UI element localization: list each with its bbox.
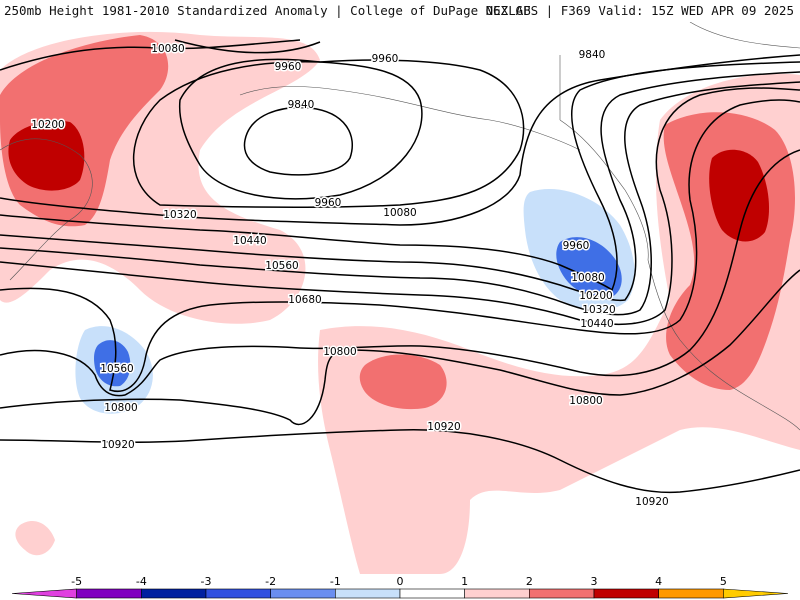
contour-label: 10800 <box>323 346 356 358</box>
contour-label: 10080 <box>383 207 416 219</box>
contour-label: 10200 <box>579 290 612 302</box>
colorbar-swatch <box>270 588 336 599</box>
contour-label: 10920 <box>427 421 460 433</box>
contour-label: 10680 <box>288 294 321 306</box>
contour-label: 10200 <box>31 119 64 131</box>
contour-label: 10920 <box>635 496 668 508</box>
positive-anomaly-area <box>8 120 85 191</box>
contour-label: 9960 <box>315 197 342 209</box>
contour-label: 9960 <box>275 61 302 73</box>
colorbar-tick-label: 4 <box>655 575 662 588</box>
contour-label: 10440 <box>580 318 613 330</box>
contour-label: 10800 <box>104 402 137 414</box>
height-contours <box>0 39 800 494</box>
colorbar-tick-label: 2 <box>526 575 533 588</box>
positive-anomaly-area <box>359 354 447 410</box>
colorbar-swatches <box>11 588 789 599</box>
contour-label: 10560 <box>265 260 298 272</box>
colorbar-swatch <box>723 588 789 599</box>
colorbar-tick-label: 0 <box>397 575 404 588</box>
colorbar-swatch <box>76 588 142 599</box>
contour-label: 10800 <box>569 395 602 407</box>
colorbar-swatch <box>529 588 595 599</box>
colorbar-swatch <box>141 588 207 599</box>
contour-label: 10440 <box>233 235 266 247</box>
negative-anomaly-area <box>94 340 131 387</box>
colorbar-tick-label: -2 <box>265 575 276 588</box>
map-header: 250mb Height 1981-2010 Standardized Anom… <box>0 0 800 22</box>
colorbar-tick-label: 1 <box>461 575 468 588</box>
colorbar-swatch <box>464 588 530 599</box>
colorbar-swatch <box>11 588 77 599</box>
anomaly-colorbar: -5 -4 -3 -2 -1 0 1 2 3 4 5 <box>11 575 789 599</box>
colorbar-swatch <box>335 588 401 599</box>
colorbar-swatch <box>205 588 271 599</box>
anomaly-map: 10080 10200 10320 10440 10560 10680 1056… <box>0 22 800 574</box>
colorbar-tick-label: 5 <box>720 575 727 588</box>
colorbar-tick-label: -4 <box>136 575 147 588</box>
colorbar-tick-label: -5 <box>71 575 82 588</box>
colorbar-swatch <box>658 588 724 599</box>
contour-label: 10560 <box>100 363 133 375</box>
contour-label: 10320 <box>582 304 615 316</box>
contour-label: 10920 <box>101 439 134 451</box>
colorbar-tick-labels: -5 -4 -3 -2 -1 0 1 2 3 4 5 <box>71 575 727 588</box>
contour-label: 10080 <box>571 272 604 284</box>
contour-label: 10320 <box>163 209 196 221</box>
contour-labels: 10080 10200 10320 10440 10560 10680 1056… <box>30 42 670 510</box>
colorbar-swatch <box>399 588 465 599</box>
contour-label: 9840 <box>288 99 315 111</box>
colorbar-swatch <box>593 588 659 599</box>
negative-anomaly-area <box>556 237 622 298</box>
model-run-info: 06Z GFS | F369 Valid: 15Z WED APR 09 202… <box>485 3 794 18</box>
colorbar-tick-label: -1 <box>330 575 341 588</box>
positive-anomaly-area <box>15 520 56 556</box>
positive-anomaly-area <box>318 73 800 574</box>
positive-anomaly-area <box>709 149 770 242</box>
map-title: 250mb Height 1981-2010 Standardized Anom… <box>4 3 531 18</box>
contour-label: 9960 <box>563 240 590 252</box>
contour-label: 10080 <box>151 43 184 55</box>
colorbar-tick-label: -3 <box>201 575 212 588</box>
coastlines <box>0 22 800 431</box>
colorbar-tick-label: 3 <box>591 575 598 588</box>
contour-label: 9960 <box>372 53 399 65</box>
contour-label: 9840 <box>579 49 606 61</box>
